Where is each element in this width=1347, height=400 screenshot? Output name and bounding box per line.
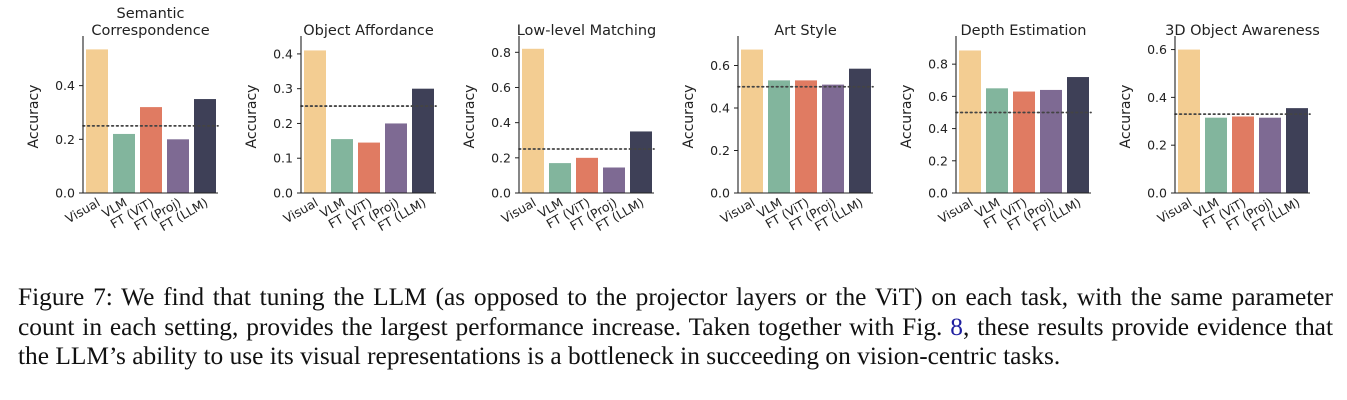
figure-charts: Semantic Correspondence0.00.20.4AccuracyV…	[26, 6, 1320, 234]
caption-text-before-ref: We find that tuning the LLM (as opposed …	[18, 283, 1333, 341]
bar	[167, 139, 189, 193]
figure-reference-link[interactable]: 8	[950, 312, 963, 341]
bar	[1232, 116, 1254, 193]
chart-title: Object Affordance	[303, 23, 434, 39]
chart-panel: Semantic Correspondence0.00.20.4AccuracyV…	[26, 6, 219, 234]
chart-title: Semantic Correspondence	[91, 6, 209, 39]
chart-panel: Low-level Matching 0.0 0.2 0.4 0.6 0.8 Accurac…	[462, 23, 656, 234]
bar	[549, 163, 571, 193]
y-tick-label: 0.3	[273, 81, 293, 96]
chart-panel: 3D Object Awareness0.00.20.40.6AccuracyV…	[1118, 23, 1320, 234]
bar	[385, 123, 407, 193]
bar	[1205, 117, 1227, 193]
bar	[113, 133, 135, 193]
y-tick-label: 0.8	[928, 57, 948, 72]
bar	[331, 139, 353, 193]
y-tick-label: 0.4	[55, 78, 75, 93]
chart-title: Depth Estimation	[961, 23, 1087, 39]
y-axis-label: Accuracy	[899, 85, 915, 149]
bar	[768, 80, 790, 193]
bar	[986, 88, 1008, 193]
y-tick-label: 0.4	[1147, 90, 1167, 105]
y-tick-label: 0.2	[273, 116, 293, 131]
caption-text-after-ref: , these results provide evidence that th…	[18, 312, 1334, 371]
y-tick-label: 0.2	[928, 153, 948, 168]
y-axis-label: Accuracy	[244, 85, 260, 149]
chart-panel: Object Affordance 0.0 0.1 0.2 0.3 0.4 Accuracy…	[244, 23, 437, 234]
bar	[603, 167, 625, 193]
bar	[1259, 117, 1281, 193]
y-tick-label: 0.0	[273, 186, 293, 201]
y-tick-label: 0.4	[273, 46, 293, 61]
bar	[959, 50, 981, 194]
chart-title: Low-level Matching	[517, 23, 657, 39]
bar	[86, 49, 108, 193]
bar	[194, 99, 216, 193]
bar	[1013, 91, 1035, 193]
y-tick-label: 0.0	[55, 186, 75, 201]
bar	[1067, 77, 1089, 193]
y-tick-label: 0.0	[1147, 186, 1167, 201]
y-tick-label: 0.2	[710, 143, 730, 158]
y-tick-label: 0.2	[1147, 138, 1167, 153]
y-axis-label: Accuracy	[26, 85, 42, 149]
bar	[412, 88, 434, 193]
chart-title: Art Style	[774, 23, 837, 39]
bar	[630, 131, 652, 193]
bar	[358, 142, 380, 193]
chart-panel: Art Style0.00.20.40.6AccuracyVisualVLMFT…	[681, 23, 874, 234]
y-tick-label: 0.4	[928, 121, 948, 136]
chart-panel: Depth Estimation0.00.20.40.60.8AccuracyV…	[899, 23, 1092, 234]
y-axis-label: Accuracy	[681, 85, 697, 149]
y-tick-label: 0.6	[710, 58, 730, 73]
chart-title: 3D Object Awareness	[1165, 23, 1320, 39]
bar	[140, 107, 162, 193]
bar	[522, 48, 544, 193]
bar	[822, 84, 844, 193]
y-tick-label: 0.4	[491, 115, 511, 130]
y-tick-label: 0.1	[273, 151, 293, 166]
y-axis-label: Accuracy	[462, 85, 478, 149]
bar	[304, 50, 326, 193]
bar	[576, 157, 598, 193]
y-tick-label: 0.4	[710, 101, 730, 116]
bar	[1040, 89, 1062, 193]
bar	[1178, 49, 1200, 193]
bar	[1286, 108, 1308, 193]
y-tick-label: 0.8	[491, 45, 511, 60]
y-tick-label: 0.0	[491, 186, 511, 201]
y-tick-label: 0.6	[928, 89, 948, 104]
figure-caption: Figure 7: We find that tuning the LLM (a…	[18, 283, 1333, 372]
caption-label: Figure 7:	[18, 283, 113, 312]
y-tick-label: 0.6	[1147, 42, 1167, 57]
y-axis-label: Accuracy	[1118, 85, 1134, 149]
bar	[795, 80, 817, 193]
y-tick-label: 0.6	[491, 80, 511, 95]
bar	[741, 49, 763, 193]
y-tick-label: 0.0	[928, 186, 948, 201]
bar	[849, 68, 871, 193]
y-tick-label: 0.2	[491, 150, 511, 165]
y-tick-label: 0.2	[55, 132, 75, 147]
y-tick-label: 0.0	[710, 186, 730, 201]
